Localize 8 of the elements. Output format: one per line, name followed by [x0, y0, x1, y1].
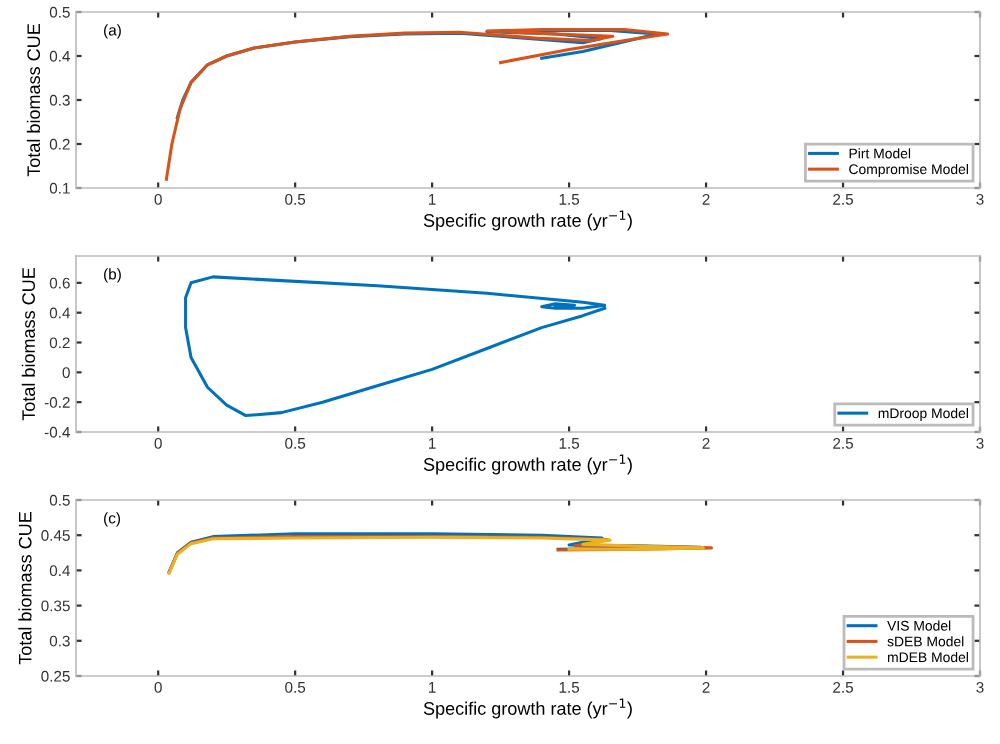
x-axis-title: Specific growth rate (yr$^{−1}$)	[423, 698, 632, 719]
x-axis-title: Specific growth rate (yr$^{−1}$)	[423, 210, 632, 231]
y-axis-title: Total biomass CUE	[21, 268, 35, 421]
line-series	[184, 275, 607, 418]
y-axis-title: Total biomass CUE	[18, 512, 32, 665]
y-axis-title: Total biomass CUE	[26, 24, 41, 177]
x-axis-title: Specific growth rate (yr$^{−1}$)	[423, 454, 632, 475]
line-series	[164, 28, 670, 181]
